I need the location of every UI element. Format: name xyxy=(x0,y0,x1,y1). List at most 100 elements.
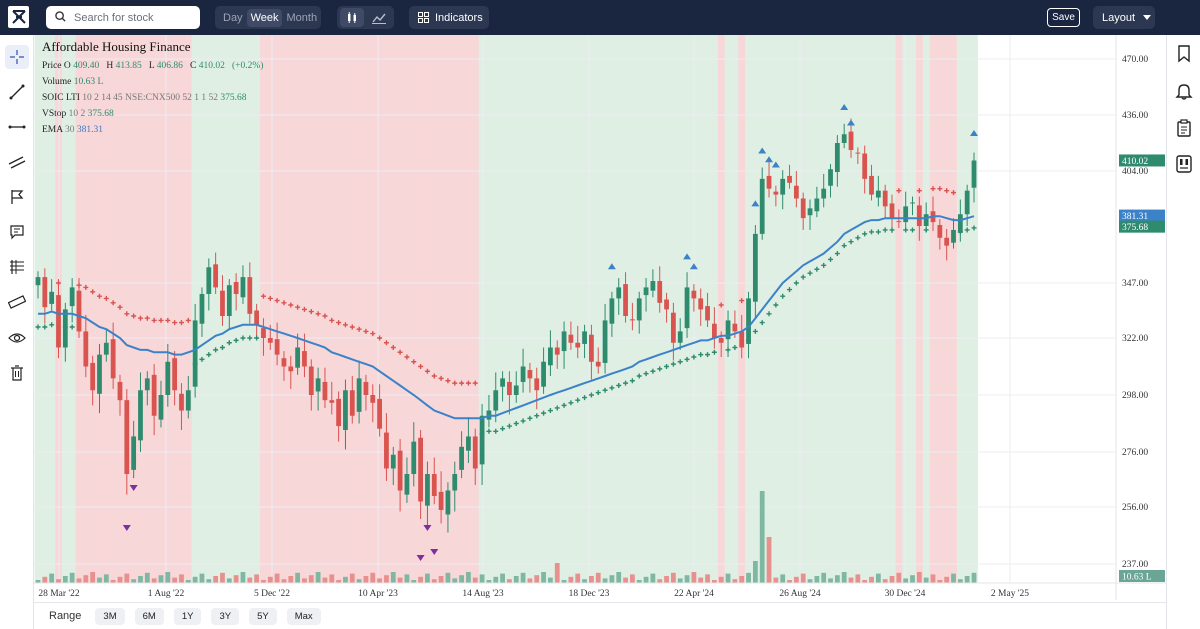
parallel-channel-icon[interactable] xyxy=(5,150,29,174)
candle xyxy=(445,482,451,533)
ema-params: 30 xyxy=(64,125,75,135)
candle-body xyxy=(636,298,642,321)
volume-bar xyxy=(62,576,68,583)
candle xyxy=(507,371,512,415)
trend-band xyxy=(499,35,507,583)
candle-body xyxy=(520,366,526,382)
calculator-icon[interactable] xyxy=(1173,153,1195,175)
candle xyxy=(220,275,225,326)
candle-body xyxy=(206,267,212,294)
fib-retracement-icon[interactable] xyxy=(5,255,29,279)
crosshair-icon[interactable] xyxy=(5,45,29,69)
volume-bar xyxy=(438,576,444,583)
candle-body xyxy=(165,361,171,395)
vstop-marker xyxy=(260,293,266,299)
candlestick-chart-icon[interactable] xyxy=(340,8,364,27)
bell-icon[interactable] xyxy=(1173,80,1195,102)
range-3y-button[interactable]: 3Y xyxy=(211,607,240,625)
candle xyxy=(766,162,772,198)
vstop-marker xyxy=(199,356,205,362)
candle xyxy=(787,164,792,189)
volume-bar xyxy=(431,579,437,583)
vstop-marker xyxy=(684,356,690,362)
trend-band xyxy=(34,35,42,583)
ruler-icon[interactable] xyxy=(5,290,29,314)
volume-bar xyxy=(513,576,519,583)
eye-icon[interactable] xyxy=(5,326,29,350)
trash-icon[interactable] xyxy=(5,361,29,385)
volume-bar xyxy=(384,575,389,583)
horizontal-line-icon[interactable] xyxy=(5,115,29,139)
trend-band xyxy=(540,35,548,583)
flag-icon[interactable] xyxy=(5,185,29,209)
chart-canvas[interactable]: 470.00 436.00 404.00 347.00 322.00 298.00 276.… xyxy=(34,35,1166,600)
line-chart-icon[interactable] xyxy=(367,8,391,27)
time-tick-label: 10 Apr '23 xyxy=(358,589,398,599)
layout-dropdown[interactable]: Layout xyxy=(1093,6,1155,29)
candle-body xyxy=(752,233,758,302)
candle-body xyxy=(841,134,847,143)
trend-band xyxy=(963,35,972,583)
candle-body xyxy=(937,225,943,238)
app-logo[interactable] xyxy=(8,6,29,28)
trend-line-icon[interactable] xyxy=(5,80,29,104)
search-input[interactable]: Search for stock xyxy=(46,6,200,29)
trend-band xyxy=(348,35,357,583)
price-tag-label: 410.02 xyxy=(1122,157,1148,167)
comment-icon[interactable] xyxy=(5,220,29,244)
candle xyxy=(404,457,410,503)
candle xyxy=(254,303,260,338)
timeframe-month[interactable]: Month xyxy=(286,11,318,24)
trend-band xyxy=(287,35,295,583)
volume-bar xyxy=(233,575,239,583)
volume-bar xyxy=(220,572,225,583)
candle xyxy=(841,123,847,149)
trend-band xyxy=(171,35,179,583)
trend-band xyxy=(342,35,350,583)
vstop-marker xyxy=(69,324,75,330)
range-1y-button[interactable]: 1Y xyxy=(173,607,202,625)
volume-bar xyxy=(589,576,594,583)
candle-body xyxy=(233,282,239,294)
indicators-button[interactable]: Indicators xyxy=(409,6,489,29)
trend-band xyxy=(150,35,159,583)
candle xyxy=(623,272,628,323)
price-tag-bg xyxy=(1119,220,1165,233)
range-3m-button[interactable]: 3M xyxy=(95,607,125,625)
candle xyxy=(664,292,669,323)
volume-bar xyxy=(144,572,150,583)
volume-bar xyxy=(349,573,355,583)
volume-bar xyxy=(479,574,485,583)
volume-bar xyxy=(582,579,587,583)
candle xyxy=(793,171,799,208)
save-button[interactable]: Save xyxy=(1047,8,1080,27)
candle xyxy=(343,379,348,450)
candle xyxy=(903,191,909,231)
bookmark-icon[interactable] xyxy=(1173,43,1195,65)
vstop-marker xyxy=(397,349,403,355)
candle xyxy=(889,194,895,233)
candle-body xyxy=(315,378,321,392)
buy-signal-marker xyxy=(689,263,698,270)
candle-body xyxy=(240,277,246,298)
volume-bar xyxy=(541,572,546,583)
timeframe-day[interactable]: Day xyxy=(223,11,243,24)
candle-body xyxy=(302,351,307,367)
time-tick-label: 18 Dec '23 xyxy=(569,589,610,599)
candle xyxy=(500,371,505,402)
candle-body xyxy=(452,474,458,491)
candle-body xyxy=(698,298,704,310)
clipboard-icon[interactable] xyxy=(1173,117,1195,139)
vstop-marker xyxy=(513,421,519,426)
trend-band xyxy=(212,35,220,583)
candle-body xyxy=(896,221,902,223)
vstop-marker xyxy=(172,320,178,326)
price-chart[interactable]: 470.00 436.00 404.00 347.00 322.00 298.00 276.… xyxy=(34,35,1166,600)
timeframe-week[interactable]: Week xyxy=(246,8,283,27)
candle-body xyxy=(466,436,471,451)
range-6m-button[interactable]: 6M xyxy=(134,607,164,625)
range-5y-button[interactable]: 5Y xyxy=(249,607,277,625)
trend-band xyxy=(335,35,343,583)
range-max-button[interactable]: Max xyxy=(286,607,321,625)
drawing-toolbar xyxy=(0,35,34,629)
